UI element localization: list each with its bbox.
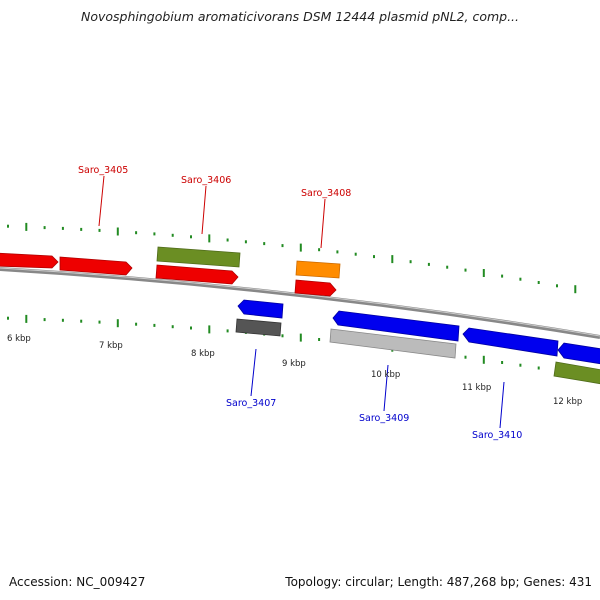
map-title: Novosphingobium aromaticivorans DSM 1244… [80,9,520,24]
gene-arrow-reverse[interactable] [235,318,282,337]
gene-labels: Saro_3405 Saro_3406 Saro_3408 Saro_3407 … [78,165,522,441]
kbp-label: 7 kbp [99,341,123,351]
reverse-genes [235,299,600,365]
gene-label-saro-3408[interactable]: Saro_3408 [301,188,351,199]
gene-arrow-reverse[interactable] [237,299,284,319]
kbp-label: 8 kbp [191,349,215,359]
genome-summary-text: Topology: circular; Length: 487,268 bp; … [285,575,592,589]
forward-genes [0,246,600,385]
outer-tick-row [7,222,577,294]
kbp-label: 12 kbp [553,397,582,407]
gene-label-saro-3405[interactable]: Saro_3405 [78,165,128,176]
kbp-label: 10 kbp [371,370,400,380]
kbp-label: 9 kbp [282,359,306,369]
accession-text: Accession: NC_009427 [9,575,146,589]
gene-arrow-reverse[interactable] [332,310,460,342]
gene-label-saro-3410[interactable]: Saro_3410 [472,430,522,441]
gene-arrow-forward[interactable] [553,361,600,385]
gene-arrow-reverse[interactable] [329,328,457,359]
gene-arrow-forward[interactable] [156,246,241,268]
gene-label-saro-3409[interactable]: Saro_3409 [359,413,409,424]
gene-arrow-forward[interactable] [155,264,239,285]
genome-backbone [0,267,600,339]
gene-label-saro-3407[interactable]: Saro_3407 [226,398,276,409]
kbp-label: 6 kbp [7,334,31,344]
gene-arrow-forward[interactable] [59,256,133,276]
kbp-label: 11 kbp [462,383,491,393]
gene-arrow-forward[interactable] [0,252,59,269]
genome-backbone-highlight [0,267,600,337]
gene-arrow-forward[interactable] [295,260,341,279]
kbp-labels: 6 kbp 7 kbp 8 kbp 9 kbp 10 kbp 11 kbp 12… [7,334,582,407]
gene-label-saro-3406[interactable]: Saro_3406 [181,175,231,186]
gene-arrow-forward[interactable] [294,279,337,297]
label-leaders [98,175,505,429]
gene-arrow-reverse[interactable] [557,342,600,365]
gene-arrow-reverse[interactable] [462,327,559,357]
